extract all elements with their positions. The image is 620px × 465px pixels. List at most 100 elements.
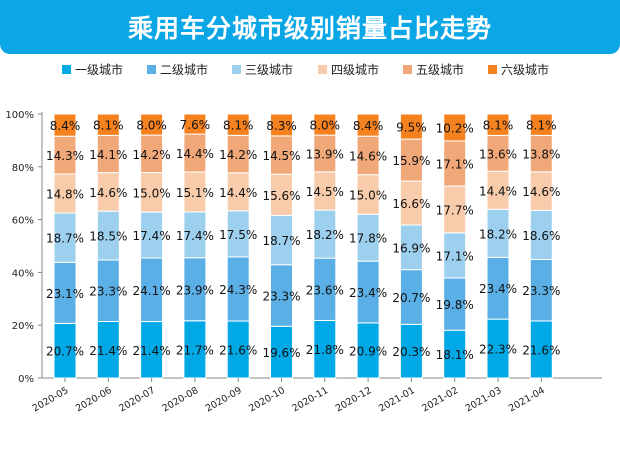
data-label: 19.6% [262,346,300,360]
data-label: 8.0% [136,119,167,133]
data-label: 18.2% [306,228,344,242]
data-label: 23.9% [176,283,214,297]
data-label: 7.6% [180,118,211,132]
y-tick-label: 80% [12,163,34,174]
data-label: 19.8% [436,298,474,312]
data-label: 8.0% [310,119,341,133]
data-label: 17.8% [349,232,387,246]
bar-segment [356,113,380,137]
data-label: 21.8% [306,343,344,357]
data-label: 14.4% [479,184,517,198]
x-tick-label: 2021-04 [507,385,547,414]
data-label: 15.6% [262,189,300,203]
data-label: 14.2% [219,148,257,162]
y-tick-label: 40% [12,268,34,279]
x-tick-label: 2020-05 [31,385,71,414]
legend-swatch [403,65,412,74]
data-label: 14.8% [46,187,84,201]
bar-segment [140,113,164,136]
data-label: 21.6% [219,344,257,358]
y-tick-label: 100% [5,110,34,121]
data-label: 14.6% [349,149,387,163]
x-tick-label: 2020-06 [74,385,114,414]
data-label: 8.4% [50,119,81,133]
legend-label: 四级城市 [331,62,379,77]
data-label: 22.3% [479,343,517,357]
data-label: 18.7% [262,234,300,248]
data-label: 14.6% [89,186,127,200]
data-label: 23.1% [46,287,84,301]
data-label: 8.1% [93,119,124,133]
data-label: 9.5% [396,121,427,135]
bar-segment [270,113,293,137]
legend-label: 三级城市 [245,62,293,77]
data-label: 23.4% [349,286,387,300]
data-label: 15.9% [392,154,430,168]
data-label: 15.0% [349,188,387,202]
x-tick-label: 2020-10 [247,385,287,414]
title-bar [0,0,620,54]
data-label: 17.4% [176,229,214,243]
bar-segment [53,113,77,137]
data-label: 20.3% [392,345,430,359]
bar-segment [399,113,423,140]
x-tick-label: 2020-11 [290,385,330,414]
legend-label: 一级城市 [75,62,123,77]
chart-title: 乘用车分城市级别销量占比走势 [127,14,492,43]
data-label: 23.3% [262,290,300,304]
legend-swatch [318,65,327,74]
data-label: 21.4% [89,344,127,358]
data-label: 18.2% [479,227,517,241]
data-label: 8.1% [526,119,557,133]
data-label: 16.6% [392,197,430,211]
data-label: 24.3% [219,283,257,297]
bar-segment [529,113,553,136]
bar-segment [313,113,337,136]
data-label: 13.9% [306,147,344,161]
x-tick-label: 2020-08 [161,385,201,414]
data-label: 14.5% [306,185,344,199]
x-tick-label: 2020-07 [117,385,157,414]
data-label: 14.1% [89,148,127,162]
bar-segment [443,113,467,142]
data-label: 17.1% [436,249,474,263]
data-label: 17.7% [436,203,474,217]
x-tick-label: 2021-02 [420,385,460,414]
bar-segment [183,113,207,135]
data-label: 13.6% [479,147,517,161]
x-tick-label: 2021-01 [377,385,417,414]
data-label: 15.0% [133,186,171,200]
data-label: 17.1% [436,158,474,172]
data-label: 18.6% [522,229,560,243]
legend-label: 六级城市 [501,62,549,77]
y-tick-label: 0% [18,374,34,385]
data-label: 8.1% [483,119,514,133]
data-label: 14.2% [133,148,171,162]
data-label: 8.1% [223,119,254,133]
legend-swatch [488,65,497,74]
data-label: 18.5% [89,230,127,244]
x-tick-label: 2020-09 [204,385,244,414]
data-label: 23.4% [479,282,517,296]
bar-segment [486,113,510,136]
data-label: 18.1% [436,348,474,362]
data-label: 20.9% [349,344,387,358]
y-tick-label: 20% [12,321,34,332]
legend-swatch [147,65,156,74]
data-label: 14.4% [176,147,214,161]
legend-label: 二级城市 [160,62,208,77]
legend-swatch [232,65,241,74]
bar-segment [96,113,120,136]
data-label: 20.7% [46,345,84,359]
data-label: 17.5% [219,228,257,242]
data-label: 14.3% [46,149,84,163]
data-label: 14.6% [522,185,560,199]
data-label: 23.6% [306,283,344,297]
data-label: 21.6% [522,343,560,357]
data-label: 21.4% [133,344,171,358]
data-label: 16.9% [392,241,430,255]
legend-label: 五级城市 [416,62,464,77]
data-label: 8.4% [353,119,384,133]
data-label: 24.1% [133,284,171,298]
